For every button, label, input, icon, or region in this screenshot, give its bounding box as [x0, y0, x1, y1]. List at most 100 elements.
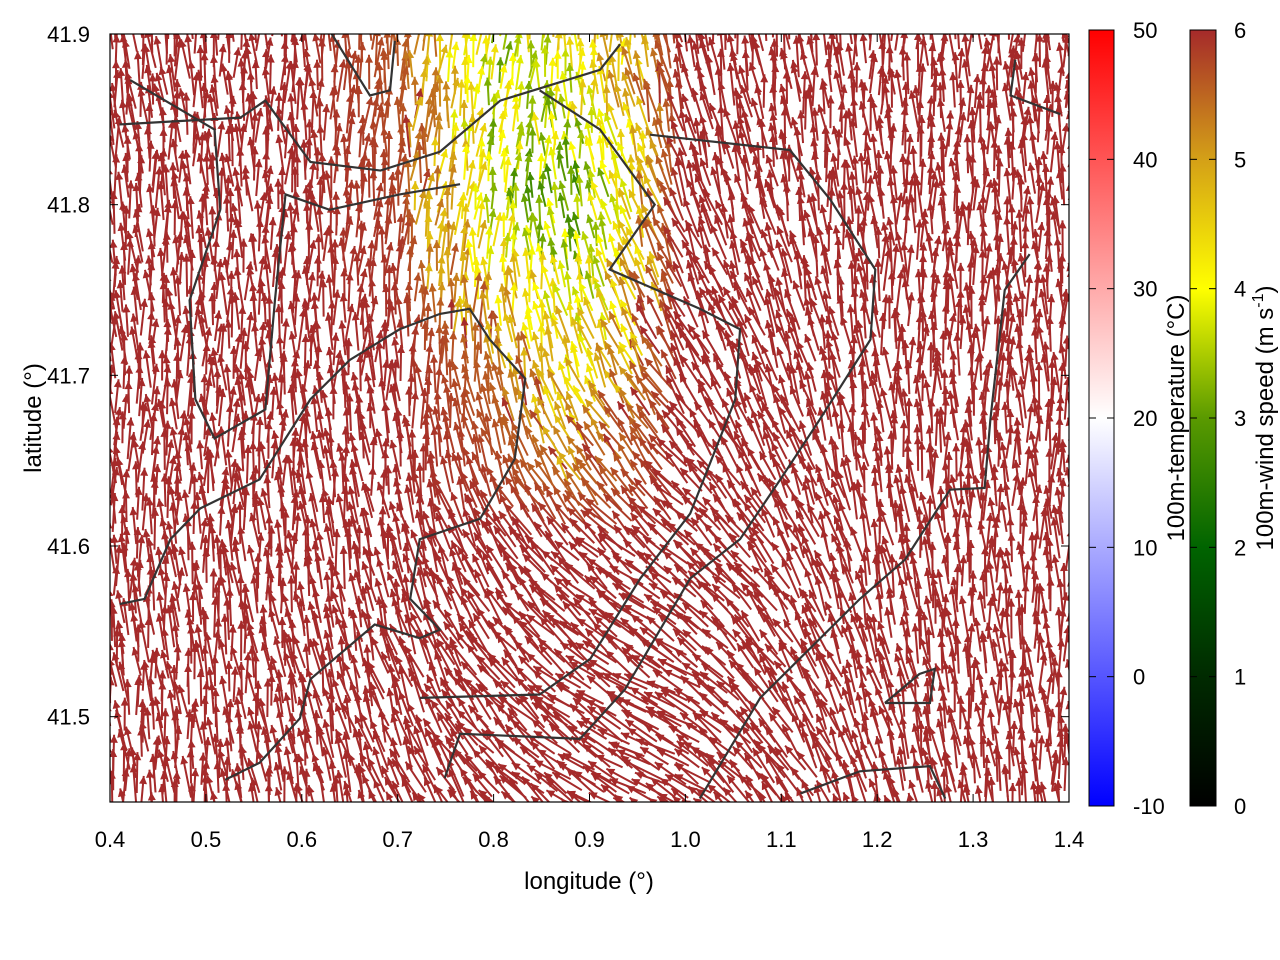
vector-head — [461, 34, 470, 38]
vector-head — [928, 2, 936, 10]
vector-shaft — [698, 0, 709, 28]
vector-head — [555, 12, 563, 20]
wind-vector — [1074, 3, 1082, 41]
vector-head — [607, 2, 615, 10]
wind-vector — [791, 0, 799, 17]
wind-vector — [554, 0, 562, 25]
vector-head — [313, 59, 322, 68]
wind-vector — [576, 47, 586, 80]
vector-shaft — [1071, 192, 1075, 234]
wind-vector — [554, 34, 563, 67]
wind-vector — [1021, 34, 1027, 52]
vector-shaft — [1074, 185, 1076, 224]
vector-head — [901, 19, 909, 27]
vector-head — [1034, 17, 1042, 25]
wind-vector — [317, 0, 325, 26]
vector-head — [256, 218, 265, 228]
wind-vector — [268, 217, 277, 250]
vector-shaft — [1070, 0, 1076, 18]
vector-head — [749, 34, 758, 44]
vector-head — [616, 34, 625, 39]
vector-shaft — [669, 0, 675, 26]
wind-vector — [679, 0, 687, 15]
vector-head — [186, 196, 195, 205]
vector-head — [515, 55, 524, 64]
wind-vector — [1035, 0, 1043, 12]
vector-shaft — [971, 0, 972, 16]
vector-head — [843, 2, 851, 11]
vector-shaft — [96, 74, 104, 116]
vector-head — [216, 11, 224, 19]
vector-head — [147, 15, 155, 23]
vector-head — [1027, 162, 1036, 172]
wind-vector — [792, 35, 801, 78]
vector-head — [548, 7, 556, 15]
vector-head — [562, 0, 570, 4]
vector-shaft — [151, 0, 155, 27]
vector-head — [925, 11, 933, 20]
vector-shaft — [453, 0, 457, 13]
vector-head — [803, 209, 811, 219]
wind-vector — [360, 0, 368, 18]
vector-head — [893, 69, 902, 79]
vector-shaft — [704, 34, 710, 52]
vector-head — [171, 115, 180, 124]
vector-shaft — [240, 0, 242, 24]
vector-shaft — [271, 0, 272, 12]
vector-head — [317, 38, 326, 47]
vector-head — [979, 194, 988, 203]
wind-vector — [462, 0, 470, 17]
vector-shaft — [254, 0, 257, 11]
wind-vector — [490, 0, 498, 15]
vector-shaft — [1071, 141, 1072, 173]
wind-vector — [730, 52, 742, 89]
vector-shaft — [1076, 218, 1077, 260]
wind-vector — [388, 34, 394, 55]
vector-head — [752, 40, 761, 50]
vector-head — [1065, 183, 1069, 191]
vector-head — [591, 17, 599, 25]
wind-vector — [110, 133, 117, 168]
vector-shaft — [644, 34, 650, 51]
vector-head — [819, 16, 827, 24]
vector-head — [482, 35, 491, 44]
wind-vector — [602, 0, 610, 29]
vector-shaft — [741, 0, 751, 26]
vector-head — [589, 59, 598, 69]
wind-vector — [868, 34, 872, 51]
vector-head — [853, 24, 861, 32]
vector-head — [230, 203, 239, 212]
wind-vector — [632, 50, 644, 90]
vector-head — [450, 109, 459, 118]
wind-vector — [756, 0, 764, 30]
vector-head — [401, 38, 410, 48]
vector-head — [488, 166, 497, 175]
wind-vector — [1068, 74, 1069, 76]
vector-shaft — [656, 0, 658, 16]
vector-head — [761, 12, 769, 20]
vector-head — [910, 170, 919, 179]
vector-head — [792, 35, 801, 44]
vector-head — [557, 93, 566, 103]
vector-head — [94, 191, 102, 199]
vector-head — [945, 34, 949, 35]
vector-head — [93, 74, 101, 83]
wind-vector — [178, 39, 191, 79]
wind-vector — [1041, 59, 1051, 102]
vector-shaft — [930, 34, 936, 51]
wind-vector — [811, 0, 819, 26]
wind-vector — [750, 34, 754, 38]
wind-vector — [724, 34, 727, 50]
vector-shaft — [109, 0, 110, 29]
vector-head — [505, 41, 513, 50]
vector-shaft — [628, 0, 635, 12]
wind-vector — [638, 0, 649, 26]
vector-head — [667, 0, 675, 3]
vector-head — [224, 0, 232, 3]
wind-vector — [421, 34, 427, 51]
vector-head — [427, 5, 435, 14]
wind-vector — [852, 24, 861, 66]
vector-shaft — [384, 0, 387, 13]
wind-vector — [445, 49, 454, 82]
wind-vector — [782, 183, 791, 222]
